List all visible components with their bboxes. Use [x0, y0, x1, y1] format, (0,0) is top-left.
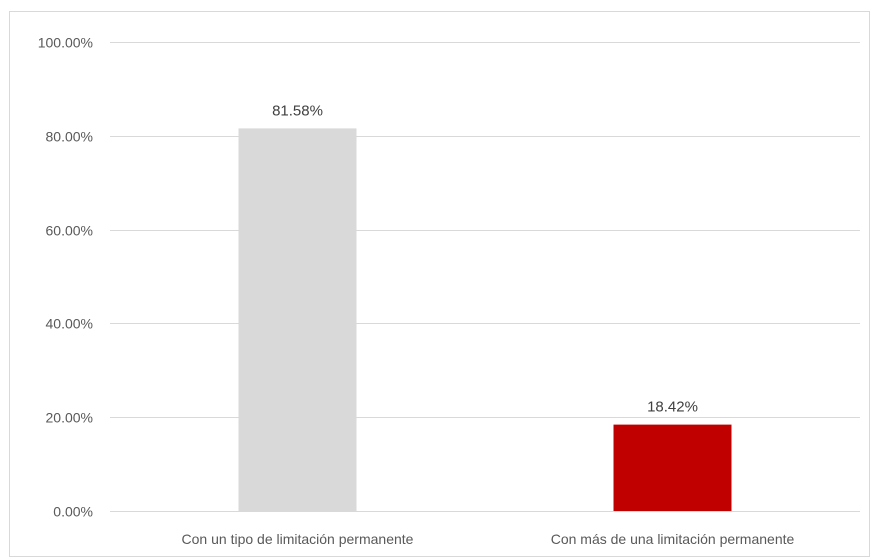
- data-label: 18.42%: [647, 399, 698, 416]
- y-tick-label: 60.00%: [46, 223, 93, 239]
- x-axis-labels: Con un tipo de limitación permanente Con …: [182, 531, 795, 547]
- bar: [613, 424, 732, 511]
- y-tick-label: 20.00%: [46, 410, 93, 426]
- x-category-label: Con más de una limitación permanente: [551, 531, 795, 547]
- y-tick-label: 80.00%: [46, 129, 93, 145]
- x-category-label: Con un tipo de limitación permanente: [182, 531, 414, 547]
- y-tick-label: 40.00%: [46, 316, 93, 332]
- y-axis-ticks: 0.00% 20.00% 40.00% 60.00% 80.00% 100.00%: [38, 35, 93, 520]
- gridlines: [110, 42, 860, 512]
- data-labels: 81.58% 18.42%: [272, 102, 698, 415]
- y-tick-label: 100.00%: [38, 35, 93, 51]
- y-tick-label: 0.00%: [53, 504, 93, 520]
- bars: [238, 128, 732, 511]
- data-label: 81.58%: [272, 102, 323, 119]
- bar: [238, 128, 357, 511]
